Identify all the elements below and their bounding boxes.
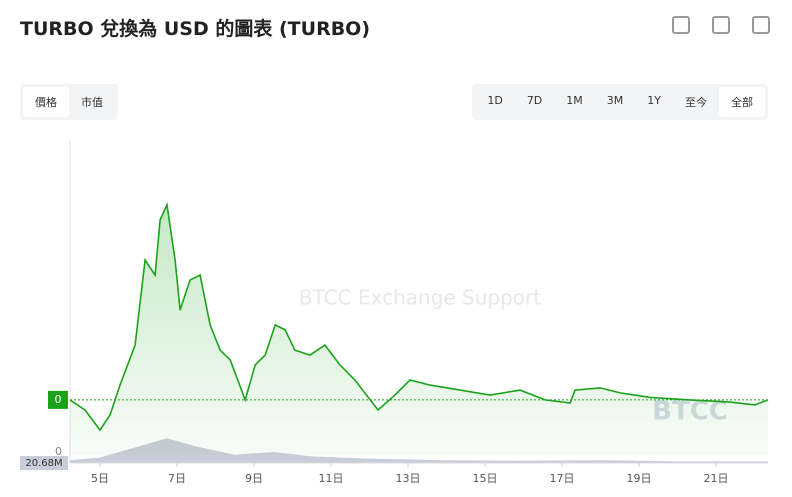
title: TURBO 兌換為 USD 的圖表 (TURBO) (20, 18, 371, 40)
range-button[interactable]: 7D (526, 94, 543, 107)
range-button[interactable]: 1D (487, 94, 503, 107)
toolbar (672, 16, 770, 34)
price-tag: 0 (55, 393, 62, 406)
range-button[interactable]: 1Y (647, 94, 661, 107)
download-icon[interactable] (752, 16, 770, 34)
x-tick-label: 9日 (245, 472, 263, 485)
range-group: 1D 7D 1M 3M 1Y 至今 全部 (472, 84, 768, 120)
tab[interactable]: 市值 (81, 96, 103, 109)
range-button[interactable]: 3M (606, 94, 624, 107)
range-button[interactable]: 1M (566, 94, 583, 107)
x-tick-label: 7日 (168, 472, 186, 485)
tab[interactable]: 價格 (23, 87, 69, 117)
fullscreen-icon[interactable] (712, 16, 730, 34)
x-tick-label: 17日 (550, 472, 575, 485)
price-tag-bg (48, 390, 68, 409)
x-tick-label: 15日 (473, 472, 498, 485)
x-tick-label: 13日 (396, 472, 421, 485)
x-tick-label: 19日 (627, 472, 652, 485)
x-tick-label: 11日 (319, 472, 344, 485)
share-icon[interactable] (672, 16, 690, 34)
range-button[interactable]: 至今 (685, 96, 707, 109)
price-area (70, 204, 768, 455)
watermark: BTCC Exchange Support (299, 286, 541, 310)
x-tick-label: 5日 (91, 472, 109, 485)
volume-area (70, 438, 768, 463)
price-line (69, 202, 769, 432)
x-tick-label: 21日 (704, 472, 729, 485)
volume-tag-bg (20, 456, 68, 470)
volume-tag: 20.68M (25, 458, 62, 469)
tab-group: 價格 市值 (20, 84, 118, 120)
volume-zero: 0 (55, 445, 62, 458)
range-button[interactable]: 全部 (719, 87, 765, 117)
